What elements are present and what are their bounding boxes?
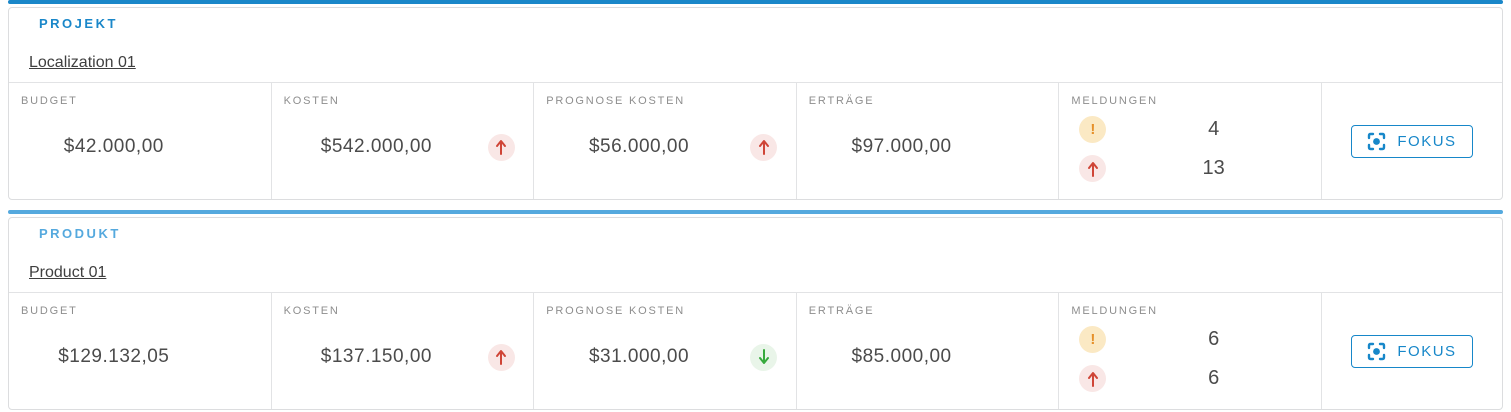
metric-value: $42.000,00 (63, 136, 164, 157)
trend-up-icon (1079, 365, 1107, 392)
metric-cell-ertraege: ERTRÄGE $97.000,00 (797, 83, 1060, 199)
projekt-card-block: PROJEKT Localization 01 BUDGET $42.000,0… (8, 0, 1503, 200)
fokus-button[interactable]: FOKUS (1351, 334, 1473, 368)
projekt-card: PROJEKT Localization 01 BUDGET $42.000,0… (8, 7, 1503, 200)
metric-cell-prognose-kosten: PROGNOSE KOSTEN $56.000,00 (534, 83, 797, 199)
metric-cell-kosten: KOSTEN $137.150,00 (272, 293, 535, 409)
trend-up-icon (487, 133, 515, 161)
metrics-row: BUDGET $42.000,00 KOSTEN $542.000,00 (9, 82, 1502, 199)
fokus-button-label: FOKUS (1397, 342, 1457, 360)
metric-label: KOSTEN (283, 305, 340, 317)
metric-value: $97.000,00 (851, 136, 952, 157)
metric-value: $137.150,00 (320, 346, 432, 367)
focus-icon (1367, 342, 1386, 361)
card-type-label: PRODUKT (39, 226, 121, 241)
produkt-card-header: PRODUKT Product 01 (9, 218, 1502, 292)
trend-down-icon (750, 343, 778, 371)
product-title-link[interactable]: Product 01 (29, 264, 107, 281)
produkt-card: PRODUKT Product 01 BUDGET $129.132,05 KO… (8, 217, 1503, 410)
produkt-accent-bar (8, 210, 1503, 214)
metric-label: BUDGET (21, 95, 78, 107)
metric-value: $56.000,00 (588, 136, 690, 157)
projekt-card-header: PROJEKT Localization 01 (9, 8, 1502, 82)
metric-value: $542.000,00 (320, 136, 432, 157)
warning-meldungen-row: ! 6 (1071, 326, 1321, 353)
metric-cell-budget: BUDGET $42.000,00 (9, 83, 272, 199)
meldungen-cell: MELDUNGEN ! 4 13 (1059, 83, 1322, 199)
warning-count: 4 (1208, 118, 1220, 140)
warning-meldungen-row: ! 4 (1071, 116, 1321, 143)
metric-value: $129.132,05 (58, 346, 170, 367)
focus-icon (1367, 132, 1386, 151)
meldungen-label: MELDUNGEN (1071, 305, 1158, 317)
card-type-label: PROJEKT (39, 16, 118, 31)
metric-label: KOSTEN (283, 95, 340, 107)
metrics-row: BUDGET $129.132,05 KOSTEN $137.150,00 (9, 292, 1502, 409)
produkt-card-block: PRODUKT Product 01 BUDGET $129.132,05 KO… (8, 210, 1503, 410)
meldungen-cell: MELDUNGEN ! 6 6 (1059, 293, 1322, 409)
warning-icon: ! (1079, 326, 1107, 353)
metric-label: PROGNOSE KOSTEN (546, 305, 686, 317)
trend-up-icon (1079, 155, 1107, 182)
metric-cell-prognose-kosten: PROGNOSE KOSTEN $31.000,00 (534, 293, 797, 409)
metric-cell-ertraege: ERTRÄGE $85.000,00 (797, 293, 1060, 409)
fokus-cell: FOKUS (1322, 83, 1502, 199)
metric-label: PROGNOSE KOSTEN (546, 95, 686, 107)
alert-count: 6 (1208, 367, 1220, 389)
metric-value: $31.000,00 (588, 346, 690, 367)
trend-up-icon (750, 133, 778, 161)
metric-label: ERTRÄGE (808, 95, 875, 107)
fokus-button[interactable]: FOKUS (1351, 124, 1473, 158)
warning-count: 6 (1208, 328, 1220, 350)
trend-up-icon (487, 343, 515, 371)
alert-meldungen-row: 6 (1071, 365, 1321, 392)
fokus-button-label: FOKUS (1397, 132, 1457, 150)
metric-cell-kosten: KOSTEN $542.000,00 (272, 83, 535, 199)
metric-label: BUDGET (21, 305, 78, 317)
metric-value: $85.000,00 (851, 346, 952, 367)
project-title-link[interactable]: Localization 01 (29, 54, 136, 71)
metric-cell-budget: BUDGET $129.132,05 (9, 293, 272, 409)
fokus-cell: FOKUS (1322, 293, 1502, 409)
projekt-accent-bar (8, 0, 1503, 4)
alert-count: 13 (1202, 157, 1225, 179)
meldungen-label: MELDUNGEN (1071, 95, 1158, 107)
metric-label: ERTRÄGE (808, 305, 875, 317)
warning-icon: ! (1079, 116, 1107, 143)
alert-meldungen-row: 13 (1071, 155, 1321, 182)
